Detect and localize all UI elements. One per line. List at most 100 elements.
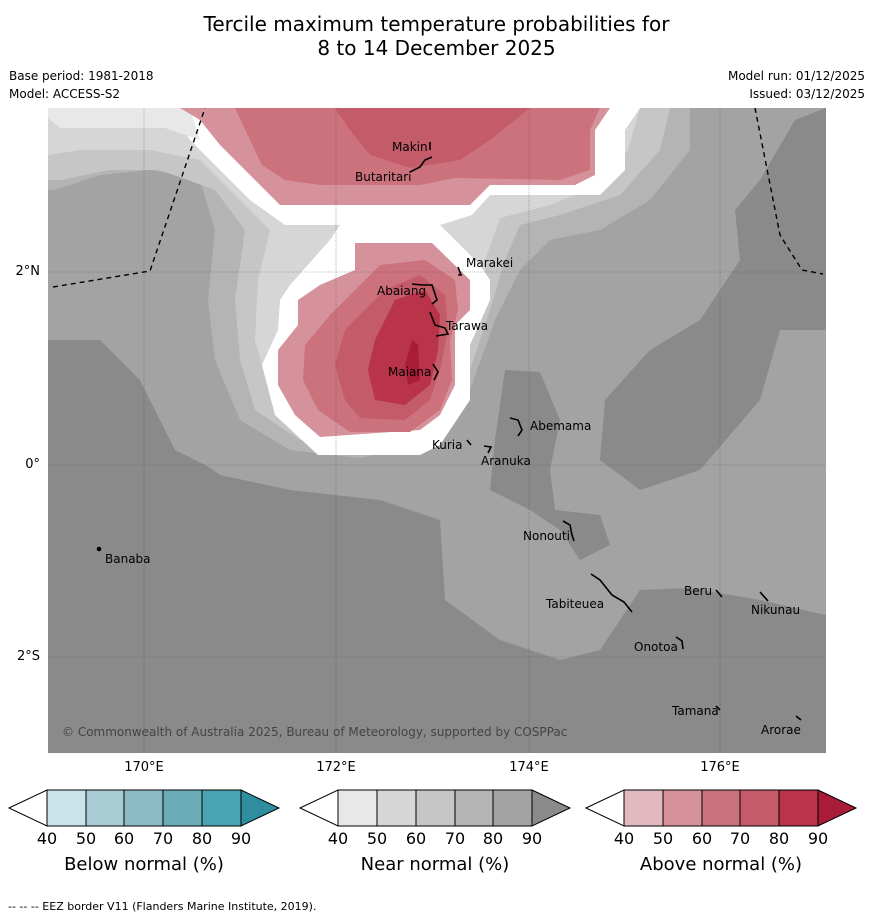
above-bin-1 [623, 789, 664, 827]
below-bin-5 [201, 789, 242, 827]
above-normal-90-core [405, 340, 420, 385]
below-bin-3 [123, 789, 164, 827]
island-nonouti [562, 520, 575, 542]
colorbar-near [298, 789, 572, 827]
below-tick-70: 70 [153, 829, 173, 848]
below-bin-2 [85, 789, 125, 827]
meta-left: Base period: 1981-2018 Model: ACCESS-S2 [9, 67, 154, 103]
near-normal-western-band [48, 108, 290, 490]
near-tick-60: 60 [406, 829, 426, 848]
island-tarawa [429, 311, 450, 337]
label-nonouti: Nonouti [523, 529, 570, 543]
near-normal-light-strip [48, 108, 200, 140]
label-tamana: Tamana [671, 704, 719, 718]
eez-footnote: -- -- -- EEZ border V11 (Flanders Marine… [8, 900, 317, 913]
label-aranuka: Aranuka [481, 454, 531, 468]
map-title: Tercile maximum temperature probabilitie… [0, 12, 873, 60]
below-bin-0 [7, 789, 48, 827]
below-tick-60: 60 [114, 829, 134, 848]
near-bin-6 [531, 789, 572, 827]
probability-field: Makin Butaritari Marakei Abaiang Tarawa … [48, 108, 826, 753]
colorbar-ticks: 40 50 60 70 80 90 40 50 60 70 80 90 40 5… [37, 829, 828, 848]
above-bin-2 [662, 789, 703, 827]
near-bin-0 [298, 789, 339, 827]
label-nikunau: Nikunau [751, 603, 800, 617]
above-tick-40: 40 [614, 829, 634, 848]
caption-below-normal: Below normal (%) [64, 854, 224, 875]
label-arorae: Arorae [761, 723, 801, 737]
above-normal-80-central [368, 290, 440, 405]
below-bin-1 [46, 789, 87, 827]
near-tick-40: 40 [328, 829, 348, 848]
above-bin-0 [584, 789, 625, 827]
above-bin-5 [778, 789, 819, 827]
near-tick-50: 50 [367, 829, 387, 848]
below-tick-50: 50 [76, 829, 96, 848]
near-bin-1 [337, 789, 378, 827]
above-bin-6 [817, 789, 858, 827]
lat-label-2s: 2°S [16, 649, 40, 664]
colorbar-above [584, 789, 858, 827]
title-line-1: Tercile maximum temperature probabilitie… [203, 12, 670, 36]
island-abaiang [411, 283, 438, 305]
below-bin-6 [240, 789, 281, 827]
near-tick-90: 90 [522, 829, 542, 848]
lon-label-176e: 176°E [700, 760, 740, 775]
below-tick-40: 40 [37, 829, 57, 848]
islands [96, 142, 802, 721]
caption-near-normal: Near normal (%) [360, 854, 510, 875]
label-maiana: Maiana [388, 365, 431, 379]
island-banaba [96, 546, 102, 552]
issued-date: Issued: 03/12/2025 [749, 87, 865, 101]
lat-label-equator: 0° [25, 457, 40, 472]
graticule [48, 108, 826, 753]
label-beru: Beru [684, 584, 712, 598]
near-normal-east-patch [600, 108, 826, 490]
island-tamana [715, 705, 721, 711]
label-onotoa: Onotoa [634, 640, 678, 654]
title-line-2: 8 to 14 December 2025 [317, 36, 556, 60]
lon-label-174e: 174°E [509, 760, 549, 775]
label-kuria: Kuria [432, 438, 463, 452]
label-tarawa: Tarawa [445, 319, 488, 333]
below-tick-90: 90 [231, 829, 251, 848]
label-marakei: Marakei [466, 256, 513, 270]
near-bin-5 [492, 789, 533, 827]
near-bin-4 [454, 789, 494, 827]
near-bin-3 [415, 789, 456, 827]
above-tick-60: 60 [692, 829, 712, 848]
lon-label-170e: 170°E [124, 760, 164, 775]
above-normal-70-north [335, 108, 530, 168]
lat-label-2n: 2°N [15, 264, 41, 279]
island-maiana [432, 363, 439, 381]
island-butaritari [409, 156, 433, 173]
below-tick-80: 80 [192, 829, 212, 848]
above-bin-4 [739, 789, 780, 827]
eez-border [52, 108, 824, 288]
copyright-notice: © Commonwealth of Australia 2025, Bureau… [62, 725, 567, 739]
near-tick-80: 80 [483, 829, 503, 848]
island-arorae [795, 715, 802, 721]
model-name: Model: ACCESS-S2 [9, 87, 121, 101]
above-tick-90: 90 [808, 829, 828, 848]
label-butaritari: Butaritari [355, 170, 412, 184]
above-tick-50: 50 [653, 829, 673, 848]
label-banaba: Banaba [105, 552, 151, 566]
island-kuria [466, 439, 472, 446]
above-tick-80: 80 [769, 829, 789, 848]
label-tabiteuea: Tabiteuea [545, 597, 604, 611]
island-marakei [457, 266, 463, 276]
island-abemama [509, 417, 523, 437]
base-period: Base period: 1981-2018 [9, 69, 154, 83]
near-tick-70: 70 [445, 829, 465, 848]
meta-right: Model run: 01/12/2025 Issued: 03/12/2025 [728, 67, 865, 103]
above-bin-3 [701, 789, 741, 827]
label-abemama: Abemama [530, 419, 591, 433]
island-tabiteuea [590, 573, 633, 613]
colorbar-below [7, 789, 281, 827]
above-tick-70: 70 [730, 829, 750, 848]
caption-above-normal: Above normal (%) [639, 854, 803, 875]
near-normal-70-80-south [48, 340, 826, 753]
label-abaiang: Abaiang [377, 284, 426, 298]
